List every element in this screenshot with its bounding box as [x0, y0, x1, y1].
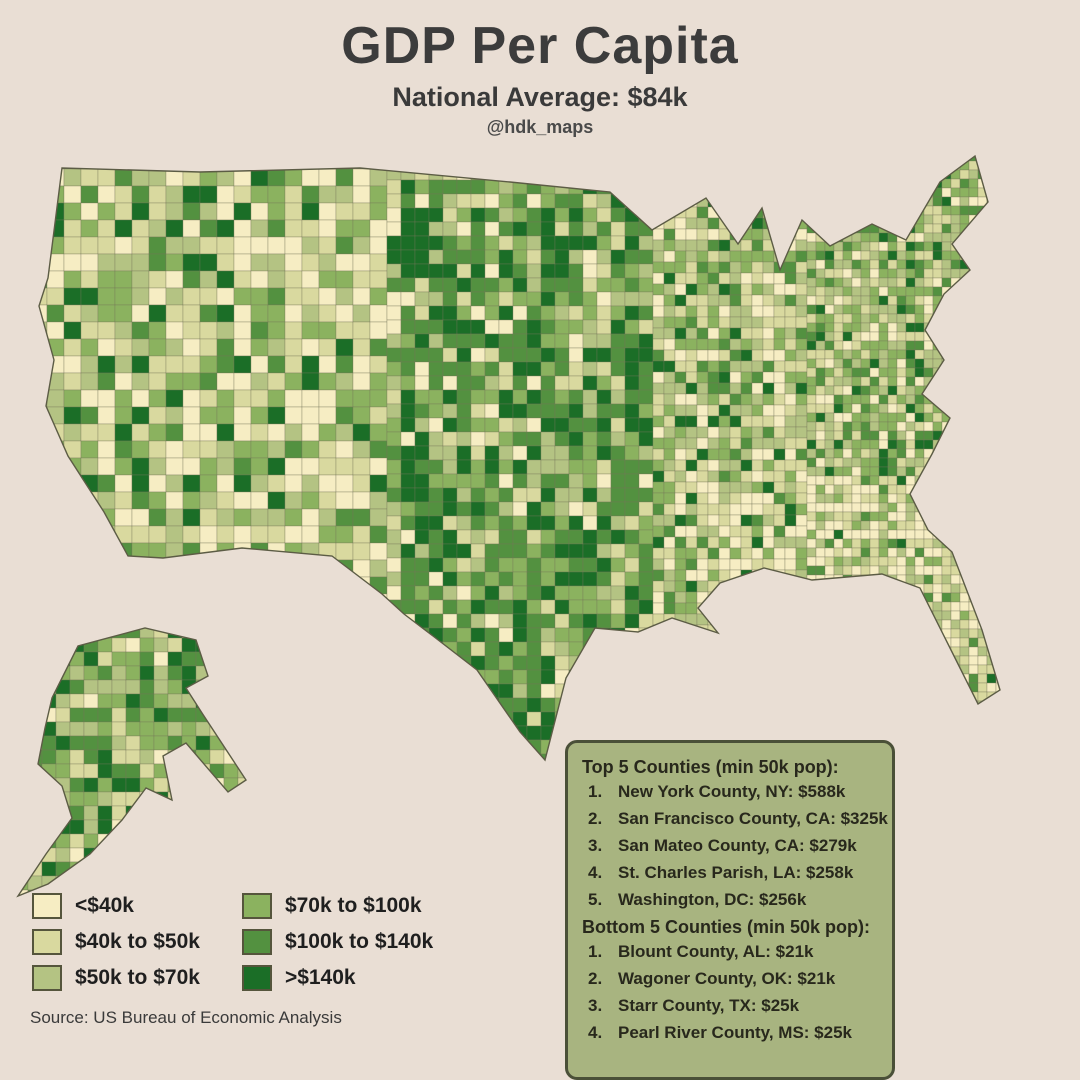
rank: 3.	[588, 836, 603, 855]
rank: 3.	[588, 996, 603, 1015]
legend-swatch	[241, 929, 272, 955]
bottom-county-row: 1. Blount County, AL: $21k	[588, 942, 878, 962]
page-title: GDP Per Capita	[341, 17, 739, 75]
top-county-row: 5. Washington, DC: $256k	[588, 890, 878, 910]
bottom-county-row: 4. Pearl River County, MS: $25k	[588, 1023, 878, 1043]
legend-swatch	[241, 965, 272, 991]
header: GDP Per Capita National Average: $84k @h…	[0, 0, 1080, 138]
county-value: Pearl River County, MS: $25k	[618, 1023, 852, 1042]
county-value: Washington, DC: $256k	[618, 890, 807, 909]
legend-label: $50k to $70k	[75, 966, 200, 989]
legend-item-under-40k: <$40k	[32, 893, 200, 919]
legend-label: $100k to $140k	[284, 930, 434, 953]
rank: 2.	[588, 809, 603, 828]
author-handle: @hdk_maps	[486, 117, 594, 137]
rank: 4.	[588, 863, 603, 882]
legend-swatch	[241, 893, 272, 919]
bottom-counties-header: Bottom 5 Counties (min 50k pop):	[582, 917, 870, 937]
contiguous-us-outline	[38, 154, 1001, 762]
legend-label: $40k to $50k	[75, 930, 200, 953]
county-value: Wagoner County, OK: $21k	[618, 969, 836, 988]
rank: 5.	[588, 890, 603, 909]
county-value: New York County, NY: $588k	[618, 782, 846, 801]
county-value: St. Charles Parish, LA: $258k	[618, 863, 854, 882]
top-county-row: 3. San Mateo County, CA: $279k	[588, 836, 878, 856]
top-bottom-counties-box: Top 5 Counties (min 50k pop): 1. New Yor…	[565, 740, 895, 1080]
top-county-row: 4. St. Charles Parish, LA: $258k	[588, 863, 878, 883]
alaska-outline	[16, 627, 247, 898]
source-attribution: Source: US Bureau of Economic Analysis	[30, 1008, 342, 1027]
rank: 2.	[588, 969, 603, 988]
us-gdp-choropleth-map	[16, 154, 1001, 898]
legend-item-70k-100k: $70k to $100k	[241, 893, 433, 919]
legend-label: >$140k	[284, 966, 356, 989]
legend-swatch	[32, 893, 62, 919]
top-county-row: 1. New York County, NY: $588k	[588, 782, 878, 802]
legend-label: <$40k	[75, 894, 134, 917]
county-value: Blount County, AL: $21k	[618, 942, 814, 961]
legend-item-100k-140k: $100k to $140k	[241, 929, 434, 955]
legend-item-40k-50k: $40k to $50k	[32, 929, 200, 955]
legend-swatch	[32, 965, 62, 991]
county-value: San Francisco County, CA: $325k	[618, 809, 888, 828]
top-county-row: 2. San Francisco County, CA: $325k	[588, 809, 888, 829]
legend-item-50k-70k: $50k to $70k	[32, 965, 200, 991]
rank: 1.	[588, 942, 603, 961]
county-value: Starr County, TX: $25k	[618, 996, 800, 1015]
legend-item-over-140k: >$140k	[241, 965, 433, 991]
legend-swatch	[32, 929, 62, 955]
legend-label: $70k to $100k	[284, 894, 422, 917]
county-value: San Mateo County, CA: $279k	[618, 836, 857, 855]
national-average-subtitle: National Average: $84k	[392, 82, 688, 112]
bottom-county-row: 2. Wagoner County, OK: $21k	[588, 969, 878, 989]
rank: 4.	[588, 1023, 603, 1042]
rank: 1.	[588, 782, 603, 801]
bottom-county-row: 3. Starr County, TX: $25k	[588, 996, 878, 1016]
legend: <$40k $70k to $100k $40k to $50k $100k t…	[32, 893, 433, 991]
top-counties-header: Top 5 Counties (min 50k pop):	[582, 757, 839, 777]
